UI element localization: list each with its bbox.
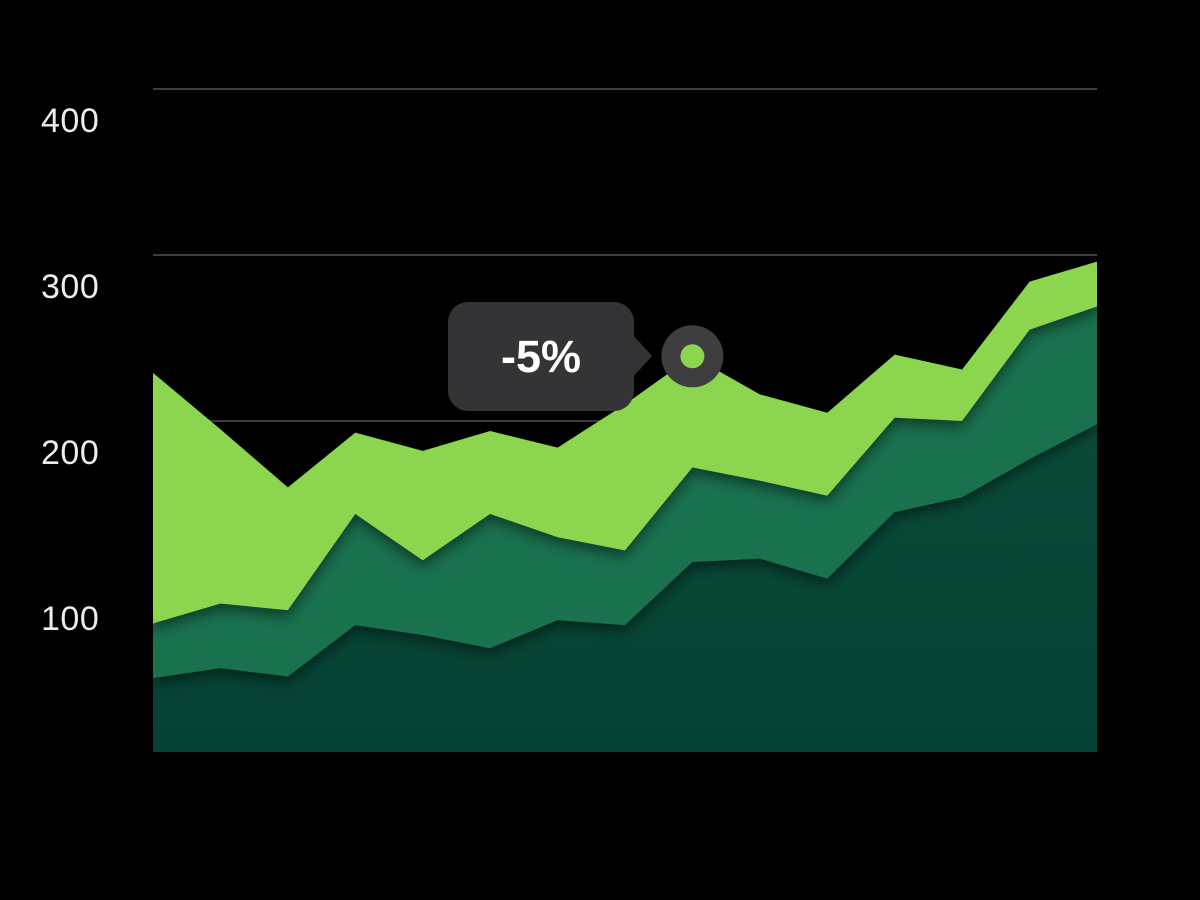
y-tick-label-100: 100 <box>41 600 99 638</box>
area-dark-green[interactable] <box>153 424 1097 752</box>
marker-dot-icon <box>680 344 705 369</box>
tooltip-label: -5% <box>501 331 581 382</box>
data-point-marker[interactable] <box>661 325 724 388</box>
area-series <box>153 261 1097 752</box>
tooltip-pointer-icon <box>633 335 652 377</box>
y-tick-label-200: 200 <box>41 434 99 472</box>
tooltip-bubble <box>448 302 634 411</box>
y-axis: 400 300 200 100 <box>41 102 99 638</box>
area-medium-green[interactable] <box>153 306 1097 679</box>
y-tick-label-300: 300 <box>41 268 99 306</box>
area-light-green[interactable] <box>153 261 1097 624</box>
tooltip: -5% <box>448 302 652 411</box>
y-tick-label-400: 400 <box>41 102 99 140</box>
